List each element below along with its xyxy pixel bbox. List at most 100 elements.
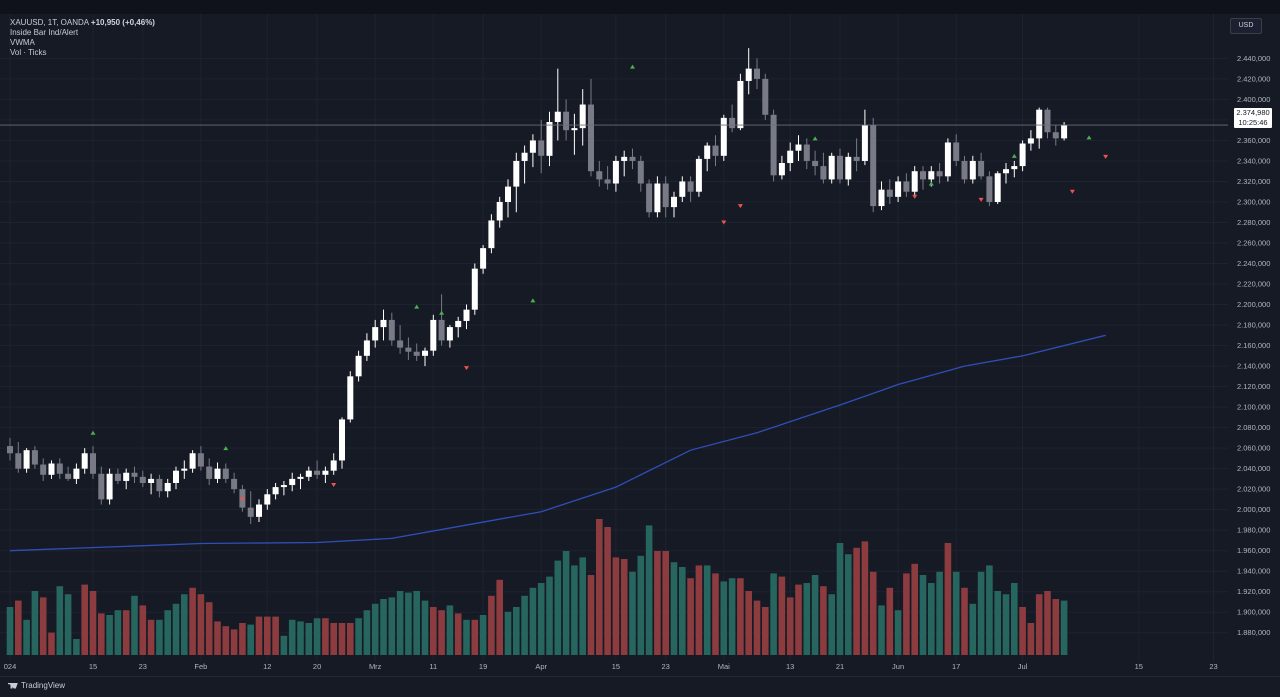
candle (206, 458, 213, 486)
candle (289, 472, 296, 492)
volume-bar (446, 605, 454, 655)
time-tick-label: 13 (786, 662, 794, 671)
time-axis[interactable]: 024 15 23 Feb 12 20 Mrz 11 19 Apr 15 23 Mai 13 21 Jun 17… (4, 662, 1218, 671)
candle-body (189, 453, 196, 469)
volume-bar (936, 571, 943, 655)
candle (280, 480, 287, 496)
indicator-volume[interactable]: Vol · Ticks (10, 48, 47, 57)
price-tick-label: 2.120,000 (1237, 382, 1270, 391)
candle (339, 417, 345, 469)
symbol-row[interactable]: XAUUSD, 1T, OANDA +10,950 (+0,46%) (10, 18, 155, 28)
volume-bar (247, 624, 254, 655)
volume-bar (537, 583, 545, 655)
price-tick-label: 2.440,000 (1237, 54, 1270, 63)
tradingview-logo[interactable]: TradingView (8, 681, 65, 690)
signal-up-marker (812, 136, 818, 141)
volume-bar (1002, 594, 1010, 655)
candle-body (729, 117, 736, 129)
volume-bar (853, 547, 860, 655)
last-price-value: 2.374,980 (1236, 108, 1270, 117)
price-tick-label: 2.060,000 (1237, 444, 1270, 453)
candle (189, 450, 196, 473)
candle-body (878, 189, 885, 207)
candle-body (106, 473, 113, 500)
candle-body (820, 166, 827, 180)
candle-body (629, 156, 636, 161)
candle-body (413, 351, 420, 356)
volume-bar (562, 551, 570, 655)
volume-bar (728, 578, 736, 655)
candle-body (1044, 109, 1051, 133)
volume-bar (928, 583, 935, 655)
volume-bar (23, 619, 30, 655)
candle (40, 458, 47, 481)
price-tick-label: 2.080,000 (1237, 423, 1270, 432)
price-tick-label: 1.920,000 (1237, 587, 1270, 596)
volume-bar (637, 555, 645, 655)
volume-bar (421, 600, 429, 655)
candle-body (704, 145, 711, 159)
volume-bar (31, 591, 39, 655)
volume-bar (147, 619, 155, 655)
bar-countdown: 10:25:46 (1238, 118, 1268, 127)
volume-bar (620, 559, 628, 655)
candle (305, 466, 312, 481)
volume-bar (911, 563, 918, 655)
candle-body (173, 470, 179, 483)
price-tick-label: 2.400,000 (1237, 95, 1270, 104)
price-tick-label: 2.360,000 (1237, 136, 1270, 145)
candle-body (961, 160, 968, 180)
candle (7, 437, 13, 461)
volume-bar (919, 575, 927, 655)
candle-body (563, 111, 570, 131)
indicator-inside-bar[interactable]: Inside Bar Ind/Alert (10, 28, 79, 37)
candle (173, 466, 179, 490)
candle (588, 78, 594, 177)
signal-up-marker (1011, 153, 1017, 158)
volume-bar (1027, 623, 1035, 655)
candle (15, 441, 22, 473)
volume-bar (305, 623, 313, 655)
volume-bar (1035, 594, 1043, 655)
price-tick-label: 2.000,000 (1237, 505, 1270, 514)
volume-bar (454, 613, 462, 655)
currency-button[interactable]: USD (1230, 18, 1262, 34)
candle (446, 325, 453, 348)
volume-bar (786, 597, 794, 655)
candle (695, 155, 702, 197)
candle (754, 58, 760, 90)
candle (430, 314, 437, 356)
vwma-path (9, 334, 1106, 552)
volume-bar (156, 619, 163, 655)
candle-body (861, 125, 868, 161)
volume-bar (64, 594, 72, 655)
candle (1027, 130, 1034, 151)
candle (139, 470, 146, 488)
candle (936, 163, 943, 184)
candle-body (853, 156, 860, 161)
volume-bar (272, 616, 279, 655)
volume-bar (571, 565, 578, 655)
volume-bar (496, 579, 503, 655)
volume-bar (737, 578, 744, 655)
time-tick-label: 15 (89, 662, 97, 671)
candle-body (148, 478, 155, 483)
candle-body (737, 80, 744, 129)
signal-down-marker (331, 483, 337, 488)
volume-bar (230, 629, 238, 655)
candle-body (778, 163, 785, 176)
candle-body (795, 144, 802, 151)
volume-bar (322, 618, 329, 655)
volume-bar (471, 619, 479, 655)
candle (106, 468, 113, 505)
candle (903, 173, 910, 197)
volume-bar (546, 576, 553, 655)
volume-bar (214, 621, 221, 655)
indicator-vwma[interactable]: VWMA (10, 38, 35, 47)
price-chart[interactable]: 2.440,0002.420,0002.400,0002.380,0002.36… (0, 14, 1280, 676)
volume-bar (1011, 583, 1018, 655)
volume-bar (903, 573, 910, 655)
time-tick-label: 024 (4, 662, 17, 671)
candle (56, 458, 63, 479)
price-axis[interactable]: 2.440,0002.420,0002.400,0002.380,0002.36… (1237, 54, 1270, 637)
